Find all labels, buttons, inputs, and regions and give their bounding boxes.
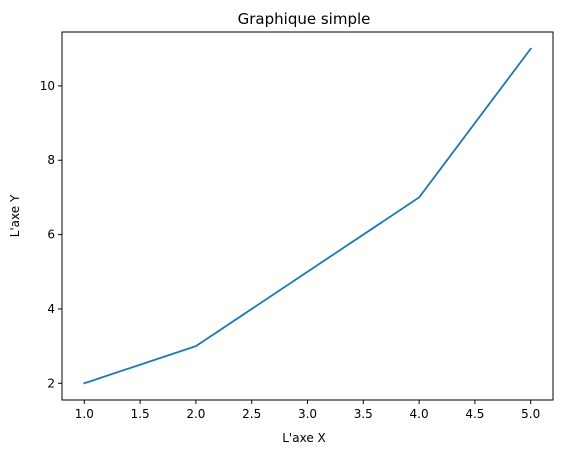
x-tick-label: 1.5 [131,407,150,421]
x-tick-label: 3.0 [298,407,317,421]
y-tick-label: 6 [47,228,55,242]
x-tick-label: 3.5 [354,407,373,421]
y-tick-label: 4 [47,302,55,316]
x-tick-label: 4.5 [465,407,484,421]
x-tick-label: 2.5 [242,407,261,421]
x-axis-label: L'axe X [282,431,326,445]
y-tick-label: 8 [47,153,55,167]
x-tick-label: 4.0 [410,407,429,421]
y-axis-label: L'axe Y [8,194,22,237]
y-tick-label: 2 [47,376,55,390]
x-tick-label: 2.0 [186,407,205,421]
y-tick-label: 10 [40,79,55,93]
x-tick-label: 1.0 [75,407,94,421]
plot-area: 1.0 1.5 2.0 2.5 3.0 3.5 4.0 4.5 5.0 2 4 6 8 10 [40,31,554,421]
chart-title: Graphique simple [238,10,371,28]
x-tick-label: 5.0 [521,407,540,421]
